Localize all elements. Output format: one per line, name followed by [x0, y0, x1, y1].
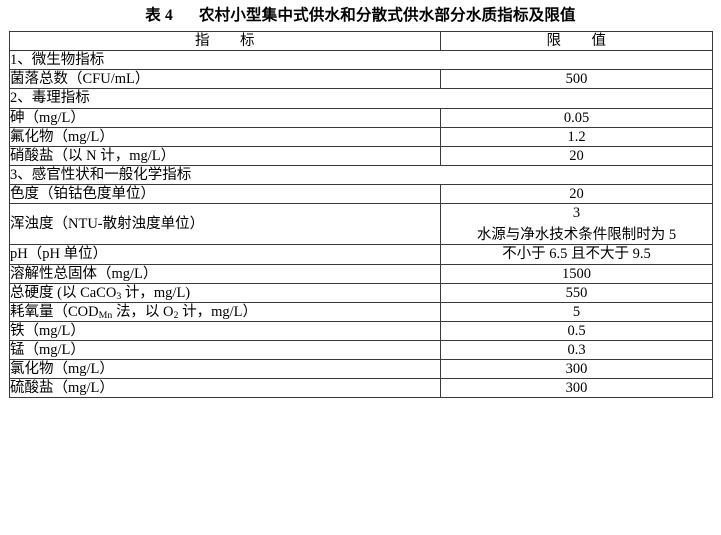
limit-line-1: 3 — [572, 205, 581, 222]
indicator-name: 浑浊度（NTU-散射浊度单位） — [9, 203, 441, 246]
table-body: 指 标 限 值 1、微生物指标 菌落总数（CFU/mL） 500 2、毒理指标 … — [9, 30, 713, 399]
indicator-text-post: 计，mg/L) — [121, 284, 191, 301]
indicator-limit: 0.5 — [440, 320, 713, 342]
indicator-name: 总硬度 (以 CaCO3 计，mg/L) — [9, 282, 441, 303]
table-title-number: 表 4 — [145, 7, 173, 24]
table-row: 铁（mg/L） 0.5 — [9, 320, 713, 342]
section-title: 3、感官性状和一般化学指标 — [9, 164, 713, 186]
table-row: 总硬度 (以 CaCO3 计，mg/L) 550 — [9, 282, 713, 303]
indicator-limit: 0.05 — [440, 107, 713, 128]
indicator-subscript-mn: Mn — [98, 309, 113, 321]
table-header-row: 指 标 限 值 — [9, 30, 713, 52]
indicator-limit: 0.3 — [440, 339, 713, 361]
indicator-limit: 20 — [440, 183, 713, 205]
table-row: 菌落总数（CFU/mL） 500 — [9, 69, 713, 90]
table-row: pH（pH 单位） 不小于 6.5 且不大于 9.5 — [9, 244, 713, 265]
indicator-name: 耗氧量（CODMn 法，以 O2 计，mg/L） — [9, 301, 441, 322]
indicator-text-post: 计，mg/L） — [178, 303, 258, 320]
indicator-subscript-o2: 2 — [173, 309, 179, 321]
indicator-name: 锰（mg/L） — [9, 339, 441, 361]
indicator-name: 溶解性总固体（mg/L） — [9, 263, 441, 284]
table-section-row: 2、毒理指标 — [9, 88, 713, 109]
table-row: 溶解性总固体（mg/L） 1500 — [9, 263, 713, 284]
table-row: 色度（铂钴色度单位） 20 — [9, 183, 713, 205]
table-title: 表 4 农村小型集中式供水和分散式供水部分水质指标及限值 — [0, 6, 721, 26]
indicator-text-mid: 法，以 O — [112, 303, 174, 320]
table-title-text: 农村小型集中式供水和分散式供水部分水质指标及限值 — [198, 7, 576, 24]
indicator-name: 氟化物（mg/L） — [9, 126, 441, 147]
indicator-limit: 300 — [440, 359, 713, 380]
indicator-text-pre: 总硬度 (以 CaCO — [10, 284, 117, 301]
column-header-limit: 限 值 — [440, 30, 713, 52]
indicator-name: 硝酸盐（以 N 计，mg/L） — [9, 145, 441, 166]
indicator-name: 色度（铂钴色度单位） — [9, 183, 441, 205]
section-title: 2、毒理指标 — [9, 88, 713, 109]
table-row: 硫酸盐（mg/L） 300 — [9, 378, 713, 399]
indicator-limit: 20 — [440, 145, 713, 166]
table-row: 锰（mg/L） 0.3 — [9, 339, 713, 361]
indicator-name: 硫酸盐（mg/L） — [9, 378, 441, 399]
table-row: 耗氧量（CODMn 法，以 O2 计，mg/L） 5 — [9, 301, 713, 322]
indicator-limit: 1500 — [440, 263, 713, 284]
indicator-limit: 1.2 — [440, 126, 713, 147]
limit-line-2: 水源与净水技术条件限制时为 5 — [476, 227, 677, 244]
table-row: 浑浊度（NTU-散射浊度单位） 3 水源与净水技术条件限制时为 5 — [9, 203, 713, 246]
indicator-subscript: 3 — [116, 290, 122, 302]
indicator-name: 铁（mg/L） — [9, 320, 441, 342]
table-row: 砷（mg/L） 0.05 — [9, 107, 713, 128]
indicator-name: pH（pH 单位） — [9, 244, 441, 265]
indicator-name: 氯化物（mg/L） — [9, 359, 441, 380]
section-title: 1、微生物指标 — [9, 50, 713, 71]
indicator-limit: 500 — [440, 69, 713, 90]
table-section-row: 1、微生物指标 — [9, 50, 713, 71]
table-row: 氯化物（mg/L） 300 — [9, 359, 713, 380]
table-section-row: 3、感官性状和一般化学指标 — [9, 164, 713, 186]
indicator-limit: 5 — [440, 301, 713, 322]
indicator-limit: 不小于 6.5 且不大于 9.5 — [440, 244, 713, 265]
indicator-name: 砷（mg/L） — [9, 107, 441, 128]
indicator-limit: 3 水源与净水技术条件限制时为 5 — [440, 203, 713, 246]
column-header-indicator: 指 标 — [9, 30, 441, 52]
table-row: 硝酸盐（以 N 计，mg/L） 20 — [9, 145, 713, 166]
indicator-name: 菌落总数（CFU/mL） — [9, 69, 441, 90]
indicator-limit: 550 — [440, 282, 713, 303]
indicator-limit: 300 — [440, 378, 713, 399]
water-quality-table: 指 标 限 值 1、微生物指标 菌落总数（CFU/mL） 500 2、毒理指标 … — [9, 30, 713, 399]
indicator-text-pre: 耗氧量（COD — [10, 303, 99, 320]
table-row: 氟化物（mg/L） 1.2 — [9, 126, 713, 147]
